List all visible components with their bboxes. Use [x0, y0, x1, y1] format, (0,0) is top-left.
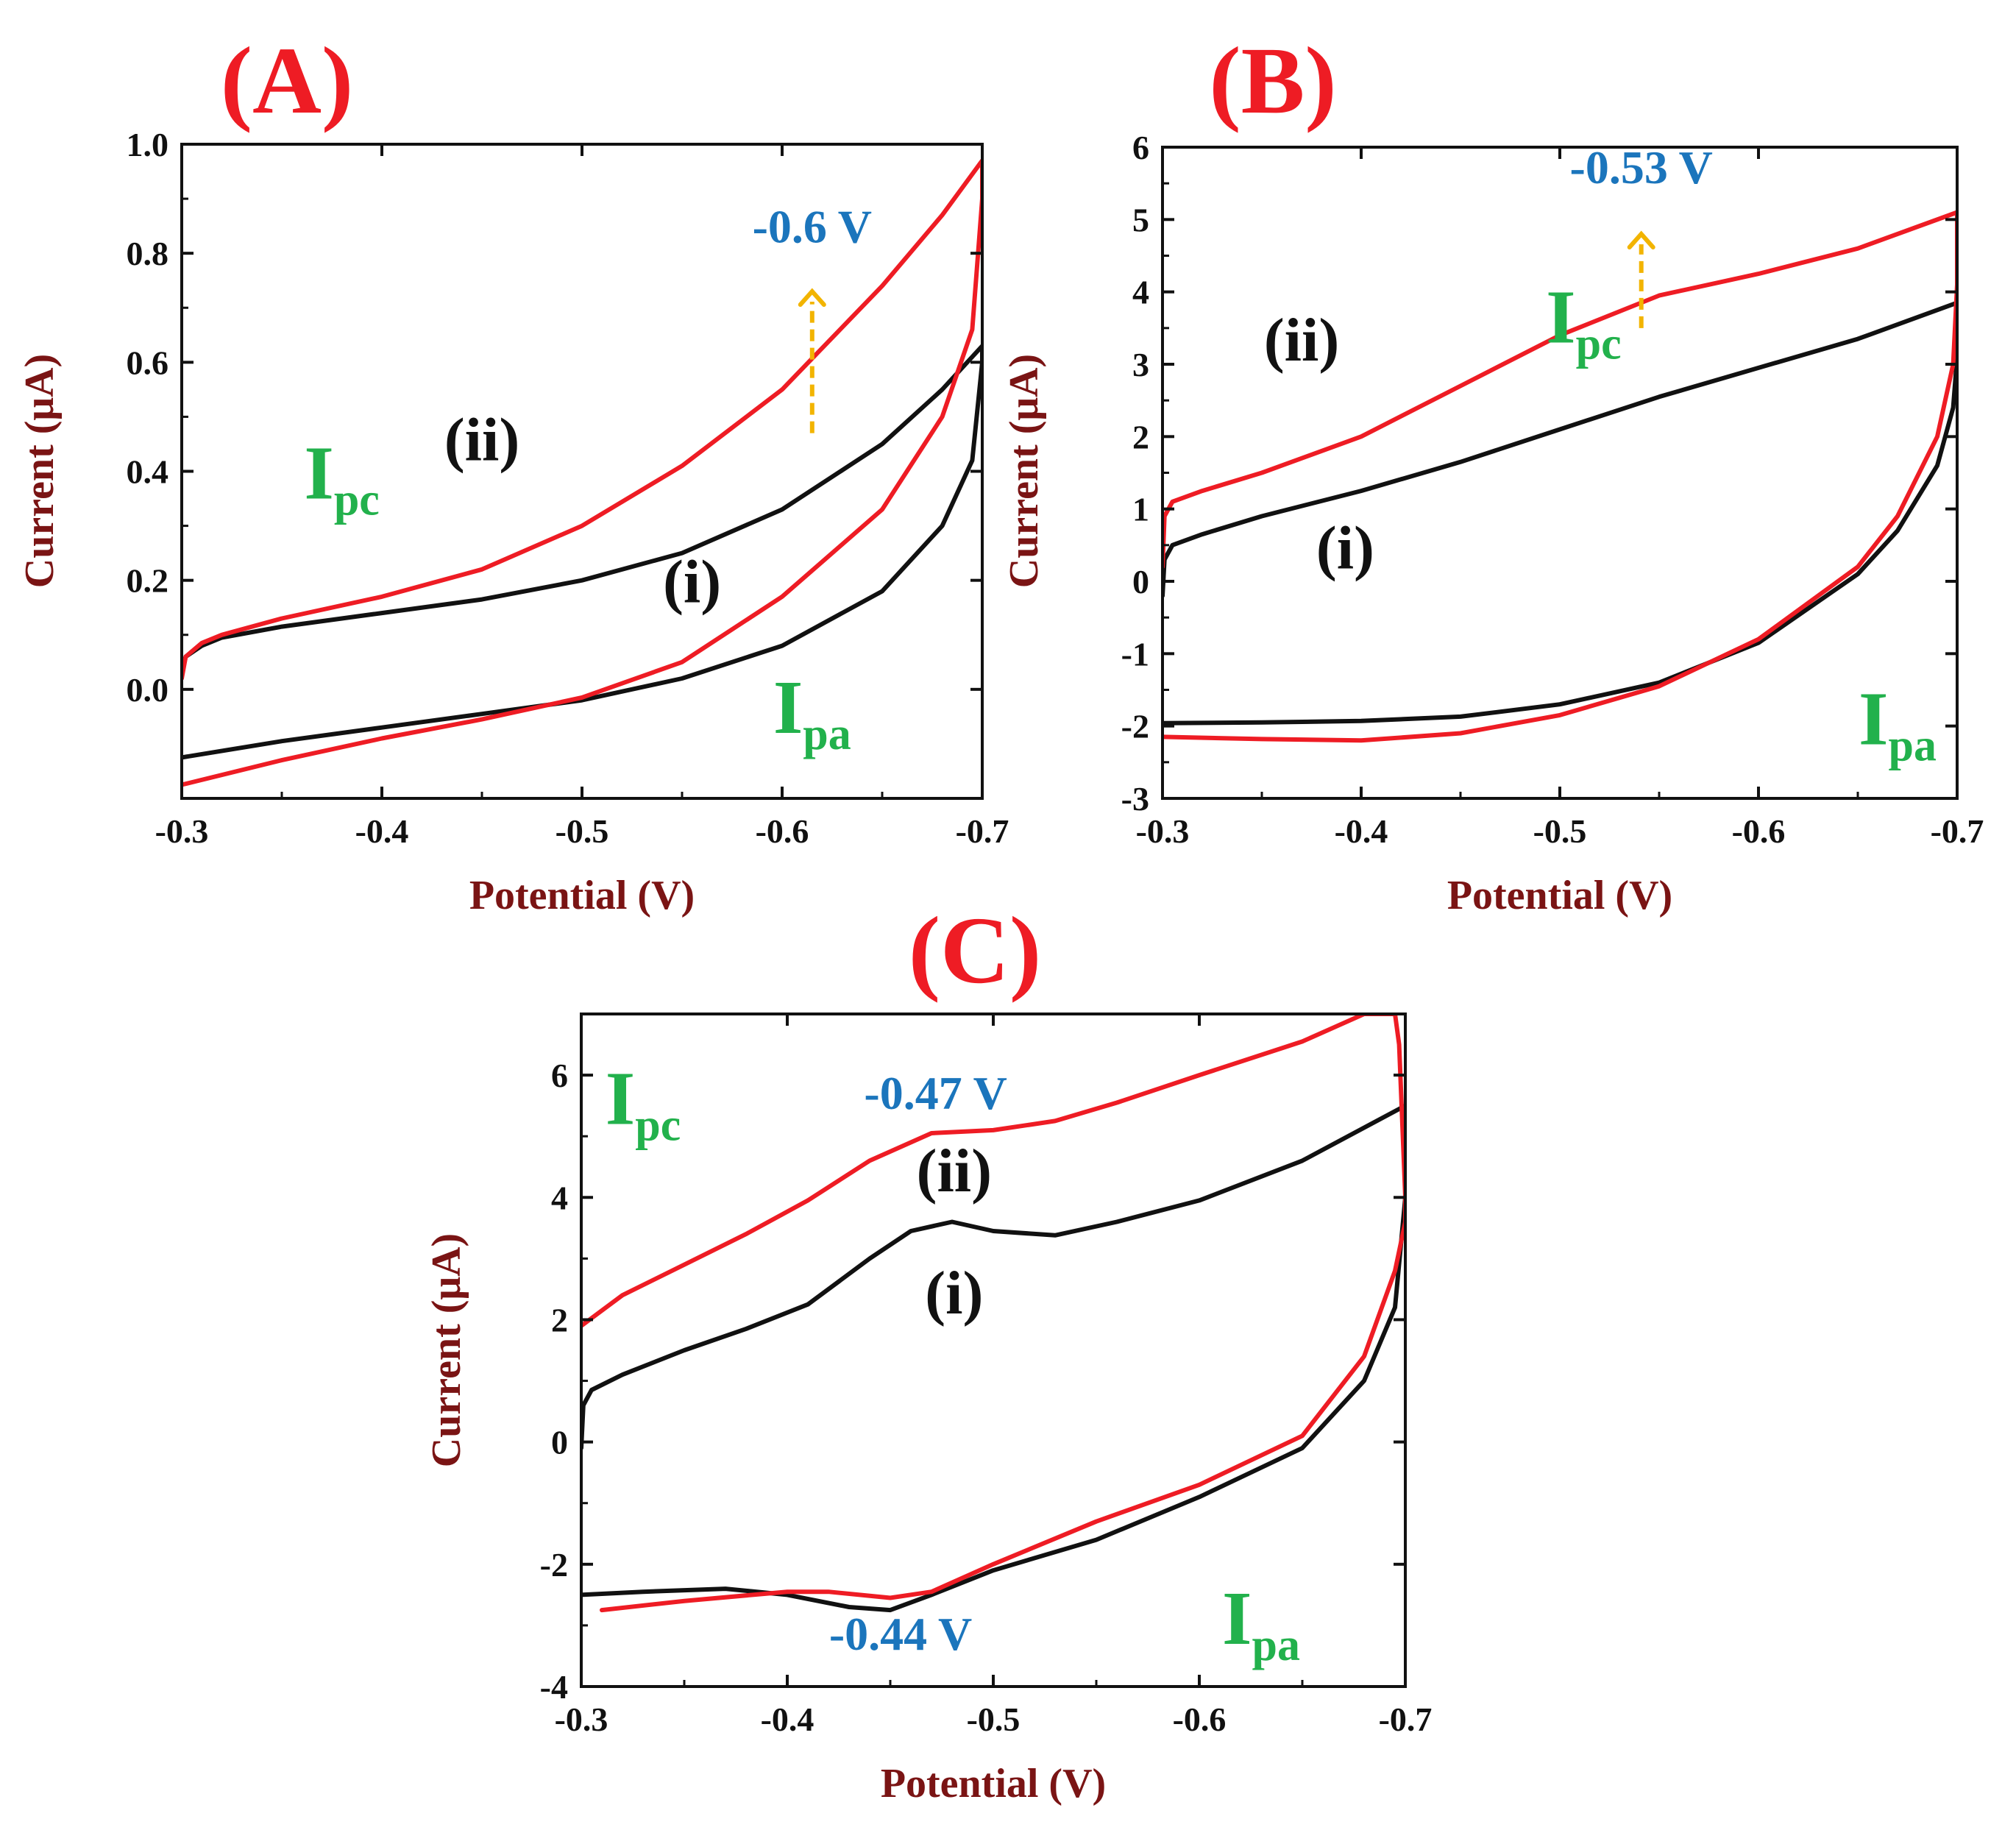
x-tick-label: -0.3 [155, 812, 209, 850]
y-tick-label: 6 [551, 1057, 568, 1094]
x-tick-label: -0.4 [355, 812, 409, 850]
y-tick-label: 2 [1132, 418, 1149, 455]
panel-b: (B) -0.3 -0.4 -0.5 -0.6 -0.7 -3 -2 -1 0 1 2 3 4 5 6 Pote… [1001, 28, 1984, 918]
ipa-subscript: pa [1252, 1620, 1300, 1670]
x-tick-label: -0.5 [967, 1701, 1021, 1738]
y-tick-label: -2 [540, 1546, 568, 1584]
y-tick-label: 0.4 [127, 453, 169, 491]
x-tick-label: -0.7 [1931, 812, 1984, 850]
series-line-ii [1163, 210, 1957, 743]
panel-a: (A) -0.3 -0.4 -0.5 -0.6 -0.7 0.0 0.2 0.4 0.6 0.8 1.… [17, 28, 1009, 918]
arrow-head [1627, 230, 1655, 249]
ipc-main: I [304, 431, 333, 516]
ipa-subscript: pa [803, 709, 851, 759]
curve-label-i: (i) [1316, 514, 1374, 582]
y-tick-label: 2 [551, 1301, 568, 1338]
ipc-main: I [606, 1057, 635, 1141]
series-line-i [581, 1103, 1405, 1613]
x-tick-label: -0.6 [756, 812, 809, 850]
peak-potential-label: -0.6 V [753, 200, 872, 252]
ipc-label: Ipc [1546, 275, 1621, 369]
panel-label: (C) [909, 898, 1041, 1004]
ipc-main: I [1546, 275, 1575, 360]
x-tick-label: -0.7 [956, 812, 1009, 850]
ipc-label: Ipc [304, 431, 379, 525]
ipa-main: I [773, 665, 803, 750]
ipa-subscript: pa [1889, 720, 1937, 770]
ipc-label: Ipc [606, 1057, 681, 1151]
x-tick-label: -0.5 [556, 812, 609, 850]
series-line-ii [182, 158, 982, 787]
x-tick-label: -0.3 [555, 1701, 608, 1738]
x-axis-title: Potential (V) [881, 1761, 1106, 1806]
y-axis-title: Current (μA) [424, 1233, 469, 1467]
x-tick-label: -0.3 [1136, 812, 1190, 850]
ipc-subscript: pc [1576, 319, 1622, 369]
peak-potential-label: -0.47 V [864, 1067, 1007, 1119]
ipa-main: I [1859, 676, 1888, 761]
arrow-head [798, 288, 826, 308]
ipa-label: Ipa [773, 665, 851, 759]
ipa-main: I [1222, 1576, 1252, 1661]
panel-label: (B) [1209, 28, 1336, 134]
panel-label: (A) [221, 28, 353, 134]
y-tick-label: 0.2 [127, 562, 169, 600]
series-line-i [1163, 300, 1957, 726]
x-tick-label: -0.7 [1379, 1701, 1433, 1738]
y-tick-label: -4 [540, 1668, 568, 1706]
y-tick-label: 0 [551, 1424, 568, 1461]
ipa-label: Ipa [1222, 1576, 1300, 1670]
curve-label-ii: (ii) [444, 406, 520, 475]
y-tick-label: 3 [1132, 346, 1149, 383]
y-tick-label: 0.0 [127, 671, 169, 709]
y-tick-label: 0.8 [127, 235, 169, 272]
peak-potential-label: -0.44 V [829, 1608, 972, 1660]
curve-label-i: (i) [663, 547, 721, 616]
ipa-label: Ipa [1859, 676, 1937, 770]
y-tick-label: -3 [1121, 780, 1149, 818]
curve-label-ii: (ii) [916, 1137, 992, 1205]
y-tick-label: -2 [1121, 708, 1149, 745]
ipc-subscript: pc [635, 1101, 681, 1151]
y-tick-label: 0 [1132, 563, 1149, 600]
ipc-subscript: pc [334, 475, 380, 525]
y-tick-label: 6 [1132, 129, 1149, 166]
x-tick-label: -0.6 [1173, 1701, 1227, 1738]
y-tick-label: 4 [1132, 274, 1149, 311]
x-axis-title: Potential (V) [469, 873, 695, 918]
x-tick-label: -0.4 [1335, 812, 1388, 850]
y-tick-label: 1.0 [127, 126, 169, 163]
y-axis-title: Current (μA) [17, 354, 63, 588]
curve-label-ii: (ii) [1264, 306, 1340, 375]
series-line-ii [581, 1014, 1405, 1613]
x-tick-label: -0.6 [1732, 812, 1786, 850]
x-axis-title: Potential (V) [1447, 873, 1672, 918]
y-tick-label: -1 [1121, 635, 1149, 673]
y-tick-label: 1 [1132, 491, 1149, 528]
y-tick-label: 4 [551, 1179, 568, 1216]
y-tick-label: 0.6 [127, 344, 169, 381]
plot-frame [1161, 146, 1959, 800]
y-tick-label: 5 [1132, 201, 1149, 238]
y-axis-title: Current (μA) [1001, 354, 1047, 588]
panel-c: (C) -0.3 -0.4 -0.5 -0.6 -0.7 -4 -2 0 2 4 6 Potential… [424, 898, 1432, 1806]
curve-label-i: (i) [925, 1259, 983, 1327]
x-tick-label: -0.4 [761, 1701, 814, 1738]
x-tick-label: -0.5 [1533, 812, 1587, 850]
peak-potential-label: -0.53 V [1570, 141, 1713, 194]
